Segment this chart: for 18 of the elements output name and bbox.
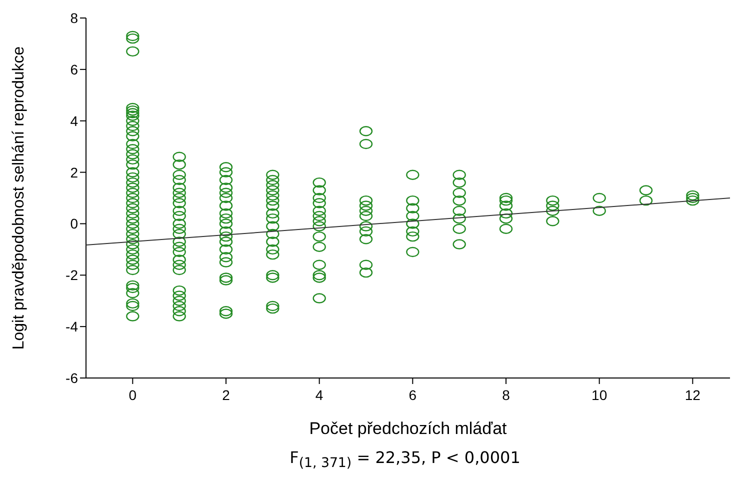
x-tick-label: 6 bbox=[408, 386, 417, 403]
y-tick-label: -4 bbox=[66, 318, 78, 335]
y-tick-label: 8 bbox=[70, 10, 78, 26]
x-tick-label: 10 bbox=[592, 386, 608, 403]
text: F$_{(1, 371)}$ = 22,35, P < 0,0001 bbox=[288, 448, 522, 472]
x-tick-label: 0 bbox=[128, 386, 137, 403]
x-tick-label: 4 bbox=[315, 386, 324, 403]
y-tick-label: 6 bbox=[70, 61, 78, 78]
y-tick-label: -2 bbox=[66, 267, 78, 284]
y-axis-title: Logit pravděpodobnost selhání reprodukce bbox=[10, 46, 28, 350]
y-tick-label: -6 bbox=[66, 370, 78, 386]
x-axis-title: Počet předchozích mláďat bbox=[309, 419, 508, 438]
y-tick-label: 4 bbox=[70, 112, 78, 129]
x-tick-label: 2 bbox=[222, 386, 230, 403]
x-tick-label: 8 bbox=[502, 386, 510, 403]
y-tick-label: 2 bbox=[70, 164, 78, 180]
x-tick-label: 12 bbox=[684, 386, 701, 403]
y-tick-label: 0 bbox=[70, 216, 78, 232]
